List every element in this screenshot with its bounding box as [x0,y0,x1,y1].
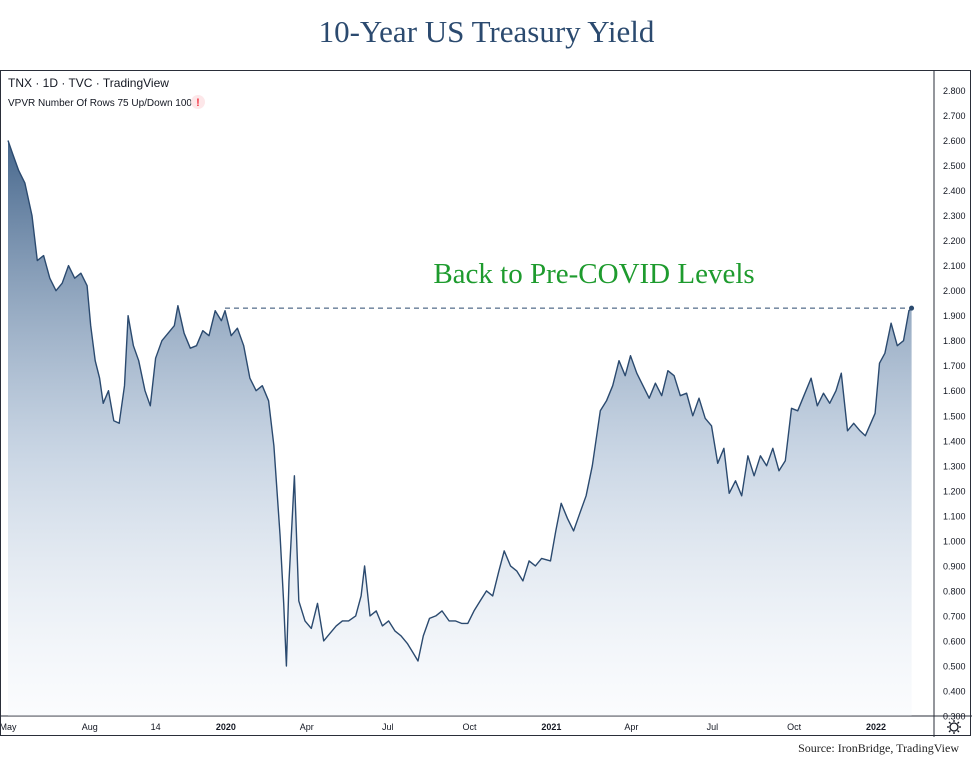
y-tick-label: 1.100 [943,511,966,521]
x-tick-label: Jul [382,722,394,732]
chart-panel[interactable]: 2.800 2.700 2.600 2.500 2.400 2.300 2.200 2.100… [0,70,972,737]
x-tick-label: 14 [151,722,161,732]
y-tick-label: 1.700 [943,361,966,371]
y-tick-label: 1.300 [943,461,966,471]
y-tick-label: 0.800 [943,586,966,596]
y-tick-label: 1.600 [943,386,966,396]
x-tick-label: Jul [707,722,719,732]
y-tick-label: 1.900 [943,311,966,321]
y-tick-label: 0.500 [943,661,966,671]
y-tick-label: 1.500 [943,411,966,421]
x-tick-label: May [1,722,17,732]
y-tick-label: 2.500 [943,161,966,171]
y-tick-label: 0.400 [943,686,966,696]
warning-glyph: ! [196,97,200,109]
y-tick-label: 1.400 [943,436,966,446]
y-tick-label: 2.400 [943,186,966,196]
page-title: 10-Year US Treasury Yield [318,14,655,49]
x-axis: May Aug 14 2020 Apr Jul Oct 2021 Apr Jul Oct 2022 [1,722,886,732]
y-axis: 2.800 2.700 2.600 2.500 2.400 2.300 2.200 2.100… [943,86,966,721]
x-tick-label: 2021 [541,722,561,732]
yield-line[interactable] [7,140,913,667]
x-tick-label: Apr [624,722,638,732]
warning-icon[interactable]: ! [191,95,205,109]
annotation-label: Back to Pre-COVID Levels [433,258,754,290]
x-tick-label: Oct [787,722,802,732]
y-tick-label: 2.000 [943,286,966,296]
y-tick-label: 1.800 [943,336,966,346]
x-tick-label: 2020 [216,722,236,732]
y-tick-label: 1.200 [943,486,966,496]
symbol-line: TNX · 1D · TVC · TradingView [8,76,169,90]
y-tick-label: 2.700 [943,111,966,121]
y-tick-label: 1.000 [943,536,966,546]
y-tick-label: 2.300 [943,211,966,221]
y-tick-label: 0.300 [943,712,966,722]
y-tick-label: 0.600 [943,636,966,646]
source-note: Source: IronBridge, TradingView [798,741,959,755]
chart-svg[interactable]: 2.800 2.700 2.600 2.500 2.400 2.300 2.200 2.100… [1,71,972,737]
y-tick-label: 2.100 [943,261,966,271]
x-tick-label: 2022 [866,722,886,732]
gear-icon[interactable] [947,720,961,734]
y-tick-label: 0.900 [943,561,966,571]
area-layer [7,140,915,716]
y-tick-label: 0.700 [943,611,966,621]
indicator-line: VPVR Number Of Rows 75 Up/Down 100 [8,98,192,109]
x-tick-label: Oct [463,722,478,732]
y-tick-label: 2.200 [943,236,966,246]
x-tick-label: Aug [82,722,98,732]
y-tick-label: 2.800 [943,86,966,96]
x-tick-label: Apr [300,722,314,732]
yield-area-fill [8,140,912,716]
y-tick-label: 2.600 [943,136,966,146]
